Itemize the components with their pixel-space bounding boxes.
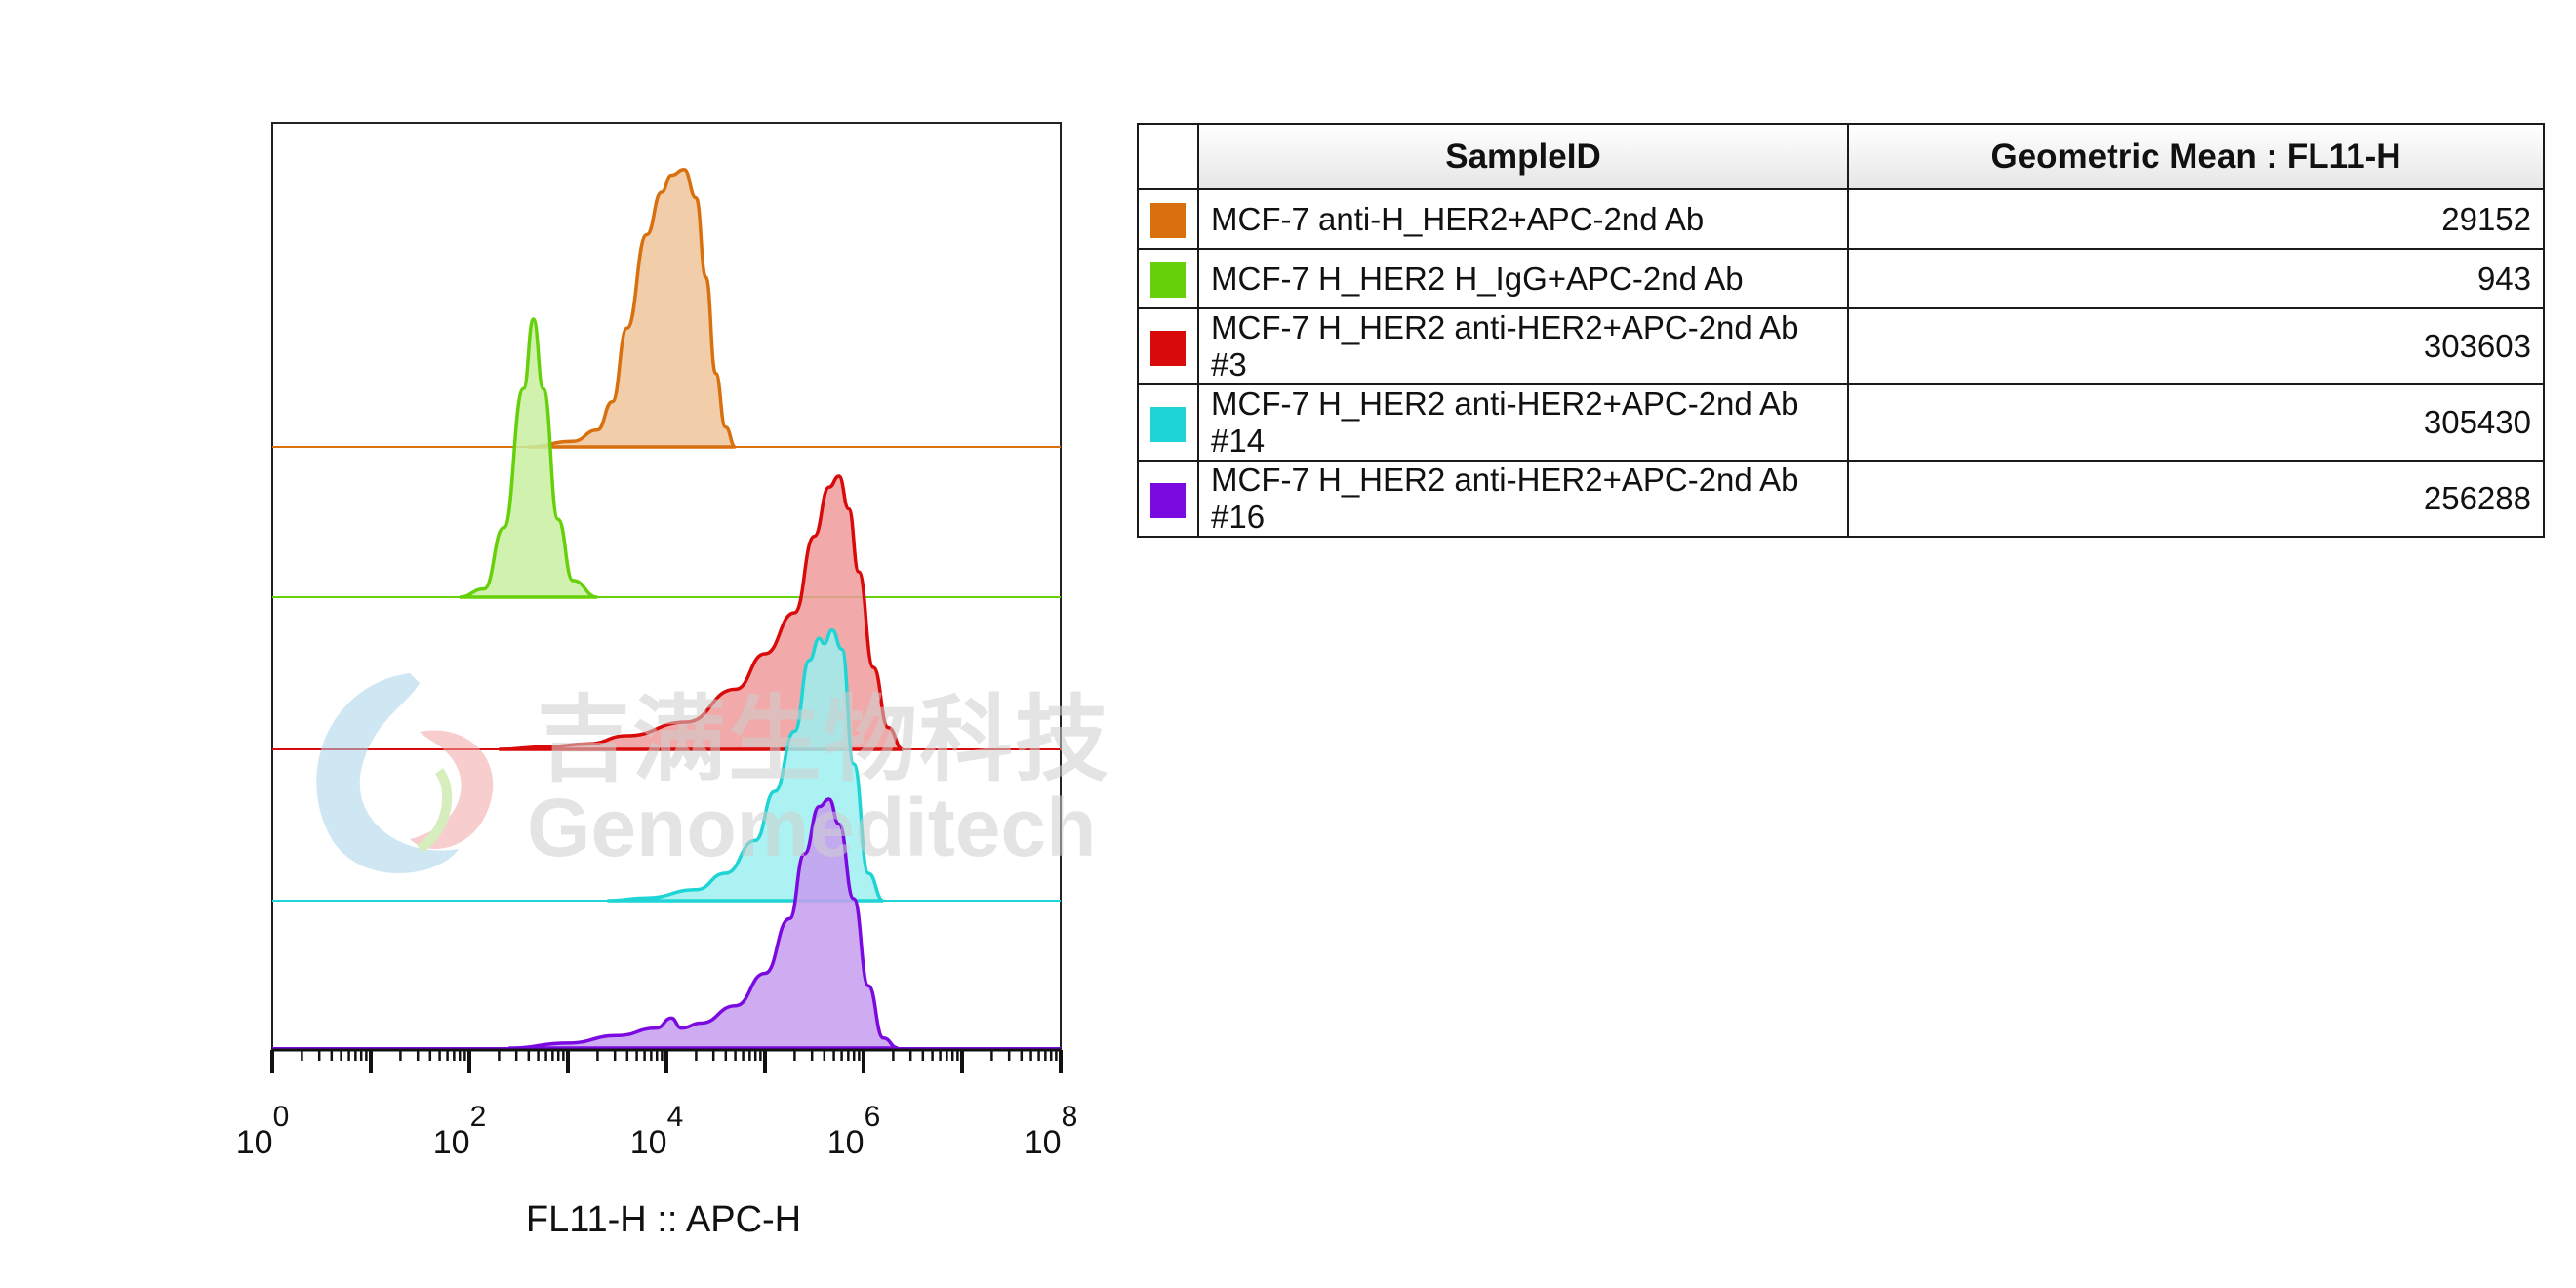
legend-geometric-mean: 29152	[1847, 188, 2545, 250]
series-1	[272, 168, 1061, 449]
legend-swatch	[1150, 482, 1186, 518]
x-tick-label: 104	[630, 1101, 684, 1161]
legend-sample-id: MCF-7 H_HER2 H_IgG+APC-2nd Ab	[1197, 248, 1849, 309]
legend-swatch	[1150, 262, 1186, 299]
x-tick-label: 100	[236, 1101, 290, 1161]
legend-row: MCF-7 H_HER2 anti-HER2+APC-2nd Ab #16 256…	[1137, 460, 2545, 538]
legend-row: MCF-7 H_HER2 anti-HER2+APC-2nd Ab #3 3036…	[1137, 307, 2545, 385]
legend-table: SampleID Geometric Mean : FL11-H MCF-7 a…	[1137, 123, 2545, 538]
legend-swatch-cell	[1137, 188, 1199, 250]
x-axis: 100 102 104 106 108	[236, 1048, 1078, 1161]
legend-row: MCF-7 H_HER2 H_IgG+APC-2nd Ab 943	[1137, 248, 2545, 309]
legend-swatch-cell	[1137, 307, 1199, 385]
legend-sample-id: MCF-7 H_HER2 anti-HER2+APC-2nd Ab #14	[1197, 383, 1849, 462]
series-5	[272, 797, 1061, 1050]
legend-row: MCF-7 H_HER2 anti-HER2+APC-2nd Ab #14 305…	[1137, 383, 2545, 462]
series-layer	[272, 168, 1061, 1050]
legend-sample-id: MCF-7 H_HER2 anti-HER2+APC-2nd Ab #16	[1197, 460, 1849, 538]
legend-swatch-cell	[1137, 248, 1199, 309]
histogram-curve	[528, 168, 737, 449]
x-tick-label: 106	[827, 1101, 881, 1161]
legend-row: MCF-7 anti-H_HER2+APC-2nd Ab 29152	[1137, 188, 2545, 250]
legend-geometric-mean: 305430	[1847, 383, 2545, 462]
x-tick-label: 108	[1025, 1101, 1078, 1161]
histogram-curve	[459, 317, 598, 599]
legend-swatch	[1150, 330, 1186, 366]
legend-sample-id: MCF-7 anti-H_HER2+APC-2nd Ab	[1197, 188, 1849, 250]
legend-sample-id: MCF-7 H_HER2 anti-HER2+APC-2nd Ab #3	[1197, 307, 1849, 385]
histogram-curve	[508, 797, 899, 1050]
x-tick-label: 102	[433, 1101, 487, 1161]
legend-body: MCF-7 anti-H_HER2+APC-2nd Ab 29152 MCF-7 H…	[1137, 188, 2545, 538]
legend-geometric-mean: 943	[1847, 248, 2545, 309]
legend-geometric-mean: 256288	[1847, 460, 2545, 538]
legend-swatch-cell	[1137, 383, 1199, 462]
x-axis-title: FL11-H :: APC-H	[526, 1199, 801, 1240]
legend-header-row: SampleID Geometric Mean : FL11-H	[1137, 123, 2545, 190]
legend-swatch-cell	[1137, 460, 1199, 538]
legend-swatch	[1150, 203, 1186, 239]
legend-geometric-mean: 303603	[1847, 307, 2545, 385]
legend-header-value: Geometric Mean : FL11-H	[1847, 123, 2545, 190]
legend-header-sample: SampleID	[1197, 123, 1849, 190]
legend-swatch	[1150, 406, 1186, 442]
legend-header-swatch	[1137, 123, 1199, 190]
series-2	[272, 317, 1061, 599]
